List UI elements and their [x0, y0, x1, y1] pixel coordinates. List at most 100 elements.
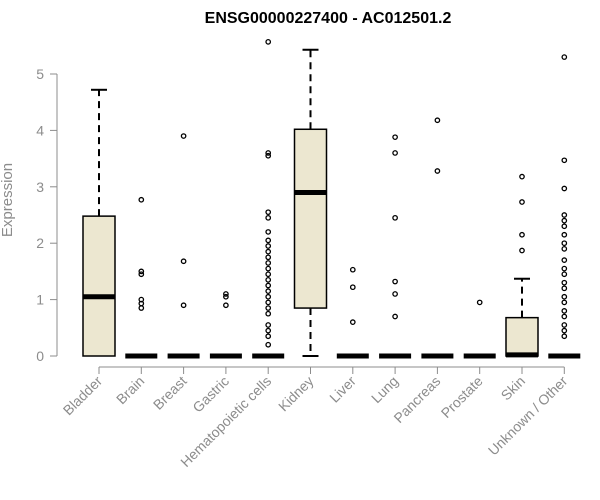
x-category-label: Brain	[113, 373, 147, 407]
outlier-point	[561, 217, 568, 224]
box-iqr	[293, 128, 328, 309]
outlier-point	[561, 231, 568, 238]
outlier-point	[434, 168, 441, 174]
outlier-point	[561, 285, 568, 292]
box-lung	[379, 134, 412, 359]
y-tick-label: 5	[36, 66, 44, 82]
outlier-point	[138, 271, 145, 278]
box-prostate	[463, 299, 496, 359]
outlier-point	[561, 185, 568, 192]
box-kidney	[293, 48, 328, 357]
box-iqr	[82, 215, 116, 357]
outlier-point	[223, 293, 229, 300]
outlier-point	[265, 248, 272, 255]
outlier-point	[265, 229, 272, 235]
outlier-point	[265, 39, 272, 45]
box-brain	[125, 196, 158, 359]
outlier-point	[180, 302, 187, 309]
outlier-point	[561, 157, 568, 164]
y-axis-label: Expression	[0, 163, 16, 237]
outlier-point	[561, 271, 568, 278]
outlier-point	[265, 243, 272, 249]
outlier-point	[392, 278, 398, 285]
outlier-point	[392, 134, 398, 141]
x-category-label: Bladder	[60, 373, 106, 419]
outlier-point	[265, 260, 272, 266]
outlier-point	[519, 231, 525, 238]
x-category-label: Pancreas	[390, 373, 443, 426]
outlier-point	[561, 223, 568, 230]
box-pancreas	[421, 117, 454, 359]
y-tick-label: 1	[36, 292, 44, 308]
outlier-point	[138, 268, 145, 275]
box-hematopoietic-cells	[252, 39, 285, 359]
box-bladder	[82, 88, 116, 357]
outlier-point	[265, 209, 272, 216]
outlier-point	[265, 322, 272, 328]
x-category-label: Breast	[150, 373, 190, 413]
y-tick-label: 4	[36, 122, 44, 138]
y-tick-label: 3	[36, 179, 44, 195]
outlier-point	[392, 214, 398, 221]
outlier-point	[223, 291, 229, 297]
y-axis: 0 1 2 3 4 5	[36, 66, 58, 364]
outlier-point	[138, 305, 145, 311]
chart-title: ENSG00000227400 - AC012501.2	[205, 10, 452, 27]
outlier-point	[265, 288, 272, 294]
box-liver	[336, 266, 369, 359]
outlier-point	[561, 265, 568, 272]
outlier-point	[265, 310, 272, 317]
outlier-point	[138, 196, 145, 203]
outlier-point	[265, 299, 272, 306]
outlier-point	[434, 117, 441, 124]
outlier-point	[561, 308, 568, 314]
outlier-point	[265, 305, 272, 311]
y-tick-label: 0	[36, 348, 44, 364]
x-category-label: Prostate	[438, 373, 486, 421]
box-skin	[505, 173, 539, 358]
outlier-point	[561, 313, 568, 320]
outlier-point	[223, 302, 229, 309]
outlier-point	[519, 199, 525, 205]
outlier-point	[265, 271, 272, 278]
outlier-point	[561, 279, 568, 286]
outlier-point	[265, 254, 272, 261]
outlier-point	[519, 247, 525, 254]
outlier-point	[349, 284, 356, 291]
outlier-point	[561, 327, 568, 334]
outlier-point	[392, 150, 398, 156]
outlier-point	[476, 299, 483, 306]
box-unknown-other	[548, 54, 581, 359]
x-category-label: Liver	[326, 373, 359, 406]
x-category-label: Skin	[498, 373, 529, 404]
outlier-point	[561, 240, 568, 247]
outlier-point	[265, 152, 272, 159]
outlier-point	[265, 214, 272, 221]
box-iqr	[505, 316, 539, 357]
outlier-point	[180, 133, 187, 139]
outlier-point	[392, 313, 398, 320]
outlier-point	[265, 277, 272, 283]
box-gastric	[209, 291, 242, 359]
box-breast	[167, 133, 200, 359]
outlier-point	[265, 341, 272, 348]
outlier-point	[265, 237, 272, 244]
outlier-point	[561, 257, 568, 263]
outlier-point	[265, 282, 272, 289]
outlier-point	[265, 150, 272, 156]
outlier-point	[349, 266, 356, 273]
outlier-point	[180, 258, 187, 265]
outlier-point	[265, 265, 272, 272]
outlier-point	[561, 54, 568, 60]
outlier-point	[138, 296, 145, 303]
outlier-point	[561, 333, 568, 340]
outlier-point	[519, 173, 525, 180]
x-category-label: Kidney	[275, 373, 317, 415]
outlier-point	[392, 291, 398, 297]
outlier-point	[561, 212, 568, 218]
outlier-point	[561, 299, 568, 306]
outlier-point	[561, 245, 568, 252]
